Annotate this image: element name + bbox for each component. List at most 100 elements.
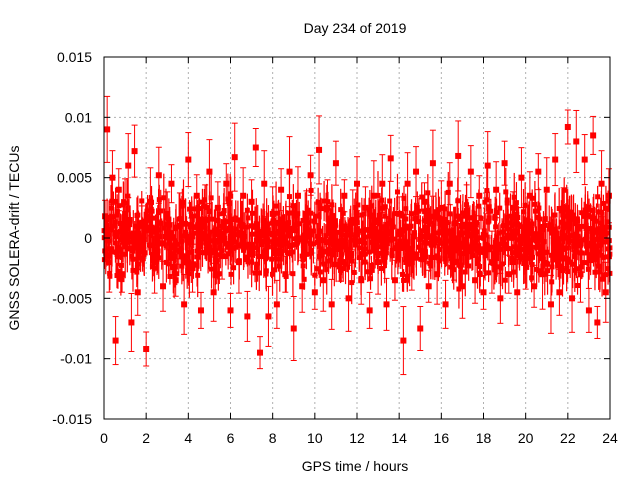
background-point: [161, 225, 167, 231]
data-point: [278, 186, 285, 193]
background-point: [409, 250, 415, 256]
background-point: [186, 271, 192, 277]
background-point: [331, 232, 337, 238]
background-point: [441, 231, 447, 237]
data-point: [391, 277, 398, 284]
data-point: [202, 216, 209, 223]
background-point: [260, 217, 266, 223]
background-point: [464, 233, 470, 239]
background-point: [317, 203, 323, 209]
background-point: [443, 225, 449, 231]
data-point: [104, 126, 111, 133]
background-point: [265, 244, 271, 250]
data-point: [168, 180, 175, 187]
x-tick-label: 2: [142, 430, 150, 446]
background-point: [368, 262, 374, 268]
data-point: [109, 174, 116, 181]
background-point: [108, 205, 114, 211]
data-point: [118, 271, 125, 278]
background-point: [171, 270, 177, 276]
background-point: [113, 198, 119, 204]
background-point: [442, 256, 448, 262]
data-point: [472, 277, 479, 284]
background-point: [563, 213, 569, 219]
background-point: [345, 251, 351, 257]
background-point: [433, 209, 439, 215]
background-point: [231, 217, 237, 223]
background-point: [183, 260, 189, 266]
background-point: [158, 220, 164, 226]
background-point: [450, 234, 456, 240]
background-point: [561, 255, 567, 261]
background-point: [601, 224, 607, 230]
data-point: [383, 301, 390, 308]
background-point: [362, 251, 368, 257]
background-point: [339, 252, 345, 258]
background-point: [254, 238, 260, 244]
background-point: [558, 243, 564, 249]
background-point: [529, 231, 535, 237]
data-point: [341, 192, 348, 199]
background-point: [351, 269, 357, 275]
background-point: [235, 217, 241, 223]
background-point: [222, 235, 228, 241]
background-point: [292, 228, 298, 234]
background-point: [207, 208, 213, 214]
data-point: [594, 319, 601, 326]
background-point: [583, 225, 589, 231]
background-point: [196, 245, 202, 251]
background-point: [223, 227, 229, 233]
background-point: [417, 233, 423, 239]
background-point: [203, 235, 209, 241]
background-point: [458, 262, 464, 268]
background-point: [140, 249, 146, 255]
background-point: [511, 258, 517, 264]
background-point: [163, 221, 169, 227]
background-point: [272, 246, 278, 252]
background-point: [416, 208, 422, 214]
background-point: [540, 224, 546, 230]
background-point: [209, 266, 215, 272]
data-point: [252, 144, 259, 151]
background-point: [208, 247, 214, 253]
data-point: [404, 180, 411, 187]
background-point: [194, 262, 200, 268]
data-point: [223, 180, 230, 187]
background-point: [259, 233, 265, 239]
background-point: [541, 239, 547, 245]
background-point: [198, 242, 204, 248]
background-point: [241, 224, 247, 230]
background-point: [382, 236, 388, 242]
background-point: [413, 255, 419, 261]
background-point: [109, 198, 115, 204]
background-point: [359, 251, 365, 257]
background-point: [497, 205, 503, 211]
background-point: [151, 246, 157, 252]
data-point: [320, 277, 327, 284]
data-point: [244, 313, 251, 320]
background-point: [432, 254, 438, 260]
background-point: [263, 268, 269, 274]
background-point: [560, 268, 566, 274]
data-point: [125, 162, 132, 169]
background-point: [215, 252, 221, 258]
background-point: [252, 270, 258, 276]
background-point: [379, 197, 385, 203]
background-point: [401, 244, 407, 250]
data-point: [400, 337, 407, 344]
background-point: [513, 200, 519, 206]
background-point: [485, 218, 491, 224]
data-point: [147, 198, 154, 205]
data-point: [501, 160, 508, 167]
background-point: [316, 254, 322, 260]
data-point: [362, 204, 369, 211]
background-point: [179, 252, 185, 258]
background-point: [526, 223, 532, 229]
background-point: [603, 205, 609, 211]
background-point: [179, 263, 185, 269]
background-point: [133, 241, 139, 247]
background-point: [255, 253, 261, 259]
background-point: [469, 233, 475, 239]
background-point: [193, 224, 199, 230]
background-point: [477, 249, 483, 255]
